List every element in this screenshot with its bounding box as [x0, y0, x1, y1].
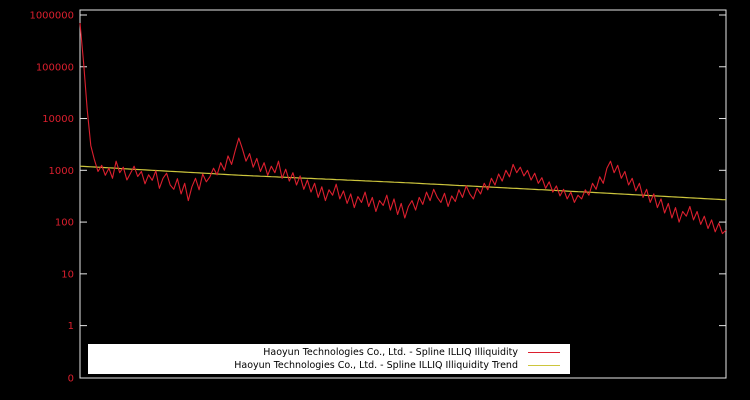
chart-legend: Haoyun Technologies Co., Ltd. - Spline I… [88, 344, 570, 374]
y-axis-tick-label: 1000 [49, 166, 74, 177]
y-axis-tick-label: 0 [68, 374, 74, 385]
y-axis-tick-label: 1 [68, 321, 74, 332]
illiquidity-series-line [79, 22, 727, 235]
trend-series-line [79, 165, 727, 201]
plot-border [79, 9, 727, 379]
legend-line-sample-trend [528, 365, 560, 366]
y-axis-tick-label: 100000 [36, 62, 74, 73]
y-axis-tick-label: 10000 [42, 114, 74, 125]
y-axis-tick-label: 10 [61, 269, 74, 280]
legend-item-trend: Haoyun Technologies Co., Ltd. - Spline I… [92, 359, 560, 372]
y-axis-tick-label: 100 [55, 218, 74, 229]
legend-label-trend: Haoyun Technologies Co., Ltd. - Spline I… [234, 360, 518, 371]
legend-line-sample-illiquidity [528, 352, 560, 353]
y-axis-tick-label: 1000000 [29, 11, 74, 22]
legend-item-illiquidity: Haoyun Technologies Co., Ltd. - Spline I… [92, 346, 560, 359]
legend-label-illiquidity: Haoyun Technologies Co., Ltd. - Spline I… [263, 347, 518, 358]
